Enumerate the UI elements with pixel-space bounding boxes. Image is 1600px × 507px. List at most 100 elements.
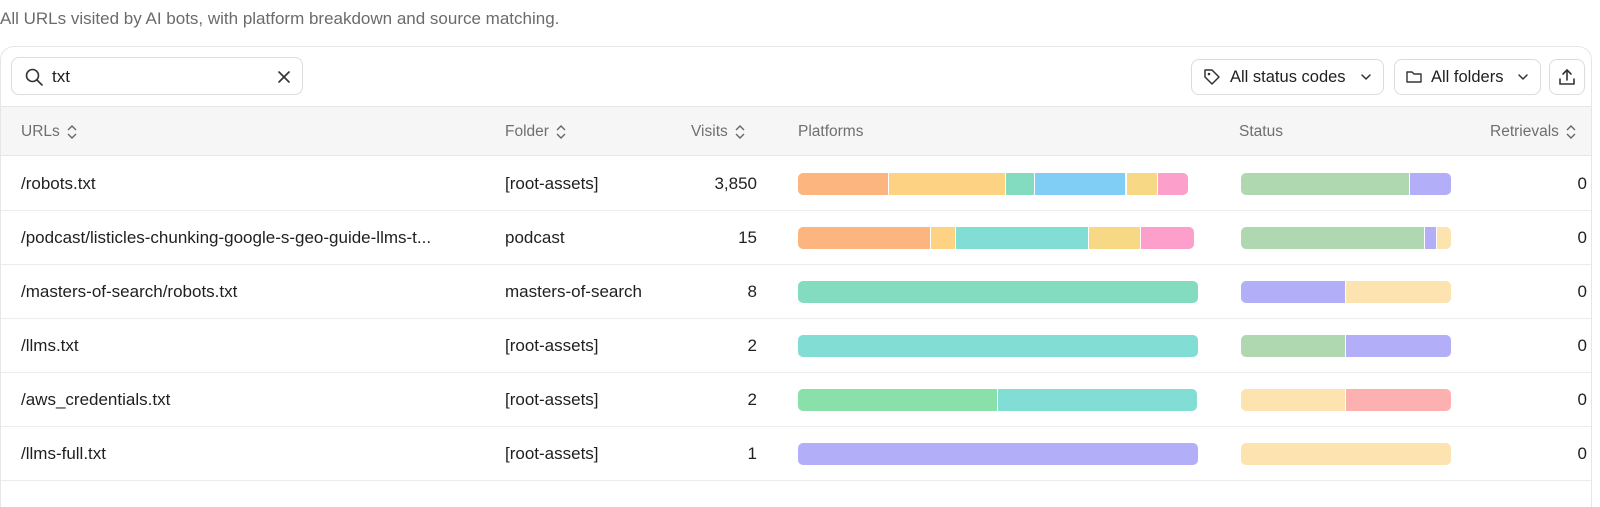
status-bar[interactable] (1241, 443, 1451, 465)
table-toolbar: All status codes All folders (1, 47, 1591, 106)
platform-segment[interactable] (798, 173, 889, 195)
column-header-label: Status (1239, 123, 1283, 140)
status-segment[interactable] (1241, 443, 1451, 465)
platform-segment[interactable] (956, 227, 1090, 249)
retrievals-cell: 0 (1577, 390, 1587, 409)
status-segment[interactable] (1241, 335, 1346, 357)
folder-icon (1406, 71, 1422, 83)
column-header-platforms: Platforms (798, 107, 863, 157)
status-segment[interactable] (1346, 389, 1451, 411)
platform-segment[interactable] (798, 389, 998, 411)
column-header-retrievals[interactable]: Retrievals (1490, 107, 1577, 157)
platform-segment[interactable] (798, 443, 1198, 465)
status-segment[interactable] (1437, 227, 1451, 249)
status-bar[interactable] (1241, 389, 1451, 411)
folder-cell: [root-assets] (505, 444, 599, 463)
page-subtitle: All URLs visited by AI bots, with platfo… (0, 9, 560, 28)
url-cell[interactable]: /aws_credentials.txt (21, 390, 171, 409)
url-cell[interactable]: /llms.txt (21, 336, 79, 355)
url-cell[interactable]: /masters-of-search/robots.txt (21, 282, 238, 301)
platform-segment[interactable] (1089, 227, 1141, 249)
platforms-bar[interactable] (798, 443, 1198, 465)
chevron-down-icon (1518, 74, 1528, 80)
visits-cell: 1 (747, 444, 757, 463)
table-row[interactable]: /llms-full.txt [root-assets] 1 0 (1, 427, 1591, 481)
status-bar[interactable] (1241, 173, 1451, 195)
status-segment[interactable] (1241, 281, 1346, 303)
platforms-bar[interactable] (798, 335, 1198, 357)
status-segment[interactable] (1241, 227, 1425, 249)
folder-cell: podcast (505, 228, 565, 247)
urls-table-card: All status codes All folders URLs (0, 46, 1592, 507)
status-bar[interactable] (1241, 281, 1451, 303)
search-input[interactable] (52, 64, 272, 90)
platform-segment[interactable] (888, 173, 1007, 195)
folder-cell: masters-of-search (505, 282, 642, 301)
search-icon (25, 68, 43, 86)
column-header-label: Platforms (798, 123, 864, 140)
url-cell[interactable]: /robots.txt (21, 174, 96, 193)
url-cell[interactable]: /podcast/listicles-chunking-google-s-geo… (21, 228, 432, 247)
status-bar[interactable] (1241, 335, 1451, 357)
status-filter-dropdown[interactable]: All status codes (1191, 59, 1384, 95)
platform-segment[interactable] (1157, 173, 1189, 195)
folder-cell: [root-assets] (505, 174, 599, 193)
table-row[interactable]: /masters-of-search/robots.txt masters-of-… (1, 265, 1591, 319)
sort-icon (735, 125, 745, 139)
retrievals-cell: 0 (1577, 444, 1587, 463)
visits-cell: 15 (738, 228, 757, 247)
platform-segment[interactable] (798, 335, 1198, 357)
retrievals-cell: 0 (1577, 336, 1587, 355)
platform-segment[interactable] (1006, 173, 1035, 195)
platforms-bar[interactable] (798, 389, 1198, 411)
sort-icon (67, 125, 77, 139)
platform-segment[interactable] (1127, 173, 1158, 195)
platform-segment[interactable] (1140, 227, 1194, 249)
platforms-bar[interactable] (798, 227, 1194, 249)
tag-icon (1204, 69, 1220, 85)
status-filter-label: All status codes (1230, 67, 1346, 86)
column-header-label: Retrievals (1490, 123, 1559, 140)
search-box[interactable] (11, 57, 303, 95)
column-header-label: URLs (21, 123, 60, 140)
folder-filter-dropdown[interactable]: All folders (1394, 59, 1541, 95)
sort-icon (556, 125, 566, 139)
platform-segment[interactable] (1034, 173, 1126, 195)
table-row[interactable]: /robots.txt [root-assets] 3,850 0 (1, 157, 1591, 211)
platforms-bar[interactable] (798, 173, 1189, 195)
sort-icon (1566, 125, 1576, 139)
url-cell[interactable]: /llms-full.txt (21, 444, 106, 463)
visits-cell: 8 (747, 282, 757, 301)
column-header-urls[interactable]: URLs (21, 107, 78, 157)
status-bar[interactable] (1241, 227, 1451, 249)
platform-segment[interactable] (1125, 173, 1128, 195)
status-segment[interactable] (1346, 281, 1451, 303)
visits-cell: 2 (747, 390, 757, 409)
status-segment[interactable] (1424, 227, 1438, 249)
visits-cell: 2 (747, 336, 757, 355)
platform-segment[interactable] (997, 389, 1198, 411)
status-segment[interactable] (1241, 173, 1411, 195)
close-icon[interactable] (276, 69, 292, 85)
column-header-label: Visits (691, 123, 728, 140)
upload-icon (1559, 69, 1575, 85)
platform-segment[interactable] (798, 227, 931, 249)
folder-cell: [root-assets] (505, 390, 599, 409)
platform-segment[interactable] (930, 227, 957, 249)
status-segment[interactable] (1346, 335, 1451, 357)
table-row[interactable]: /podcast/listicles-chunking-google-s-geo… (1, 211, 1591, 265)
chevron-down-icon (1361, 74, 1371, 80)
retrievals-cell: 0 (1577, 174, 1587, 193)
status-segment[interactable] (1410, 173, 1451, 195)
visits-cell: 3,850 (714, 174, 757, 193)
column-header-label: Folder (505, 123, 549, 140)
table-row[interactable]: /llms.txt [root-assets] 2 0 (1, 319, 1591, 373)
platform-segment[interactable] (798, 281, 1198, 303)
retrievals-cell: 0 (1577, 282, 1587, 301)
export-button[interactable] (1549, 59, 1585, 95)
column-header-visits[interactable]: Visits (691, 107, 746, 157)
table-row[interactable]: /aws_credentials.txt [root-assets] 2 0 (1, 373, 1591, 427)
platforms-bar[interactable] (798, 281, 1198, 303)
status-segment[interactable] (1241, 389, 1346, 411)
column-header-folder[interactable]: Folder (505, 107, 567, 157)
